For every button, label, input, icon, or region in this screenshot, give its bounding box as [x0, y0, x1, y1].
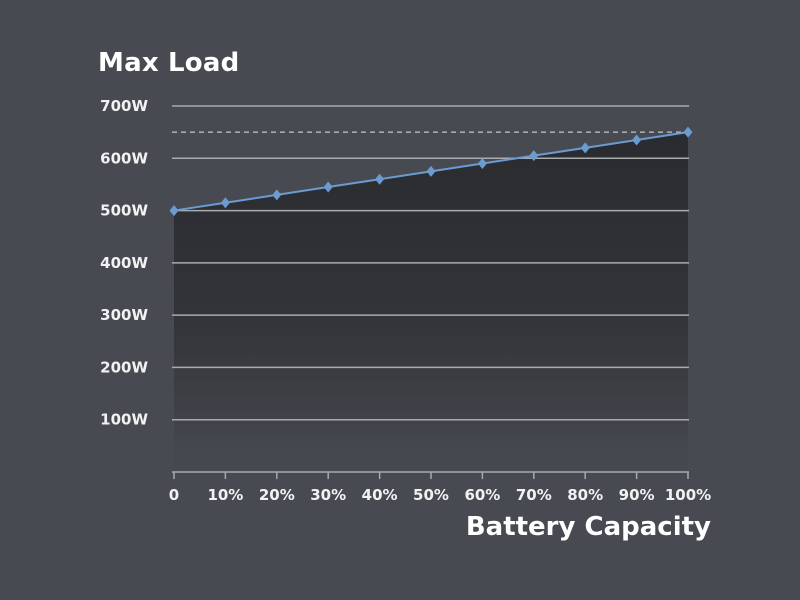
data-point-10 — [220, 197, 230, 209]
x-tick-label-0: 0 — [169, 486, 179, 504]
y-tick-label-400: 400W — [100, 254, 148, 272]
data-point-40 — [375, 173, 385, 185]
y-tick-label-700: 700W — [100, 97, 148, 115]
x-tick-label-40: 40% — [362, 486, 398, 504]
x-tick-label-70: 70% — [516, 486, 552, 504]
data-point-90 — [632, 134, 642, 146]
x-tick-label-90: 90% — [619, 486, 655, 504]
data-point-20 — [272, 189, 282, 201]
data-point-30 — [323, 181, 333, 193]
data-point-0 — [169, 205, 179, 217]
y-tick-label-200: 200W — [100, 358, 148, 376]
x-tick-label-50: 50% — [413, 486, 449, 504]
y-tick-label-600: 600W — [100, 149, 148, 167]
area-fill — [174, 132, 688, 472]
data-point-70 — [529, 150, 539, 162]
x-tick-label-100: 100% — [665, 486, 711, 504]
data-point-80 — [580, 142, 590, 154]
y-tick-label-500: 500W — [100, 202, 148, 220]
y-tick-label-300: 300W — [100, 306, 148, 324]
data-point-100 — [683, 126, 693, 138]
x-tick-label-30: 30% — [310, 486, 346, 504]
x-tick-label-80: 80% — [567, 486, 603, 504]
x-axis-label: Battery Capacity — [465, 512, 711, 542]
data-point-60 — [477, 158, 487, 170]
y-tick-label-100: 100W — [100, 411, 148, 429]
x-tick-label-20: 20% — [259, 486, 295, 504]
x-tick-label-10: 10% — [207, 486, 243, 504]
data-point-50 — [426, 165, 436, 177]
x-tick-label-60: 60% — [464, 486, 500, 504]
chart-title: Max Load — [98, 48, 240, 78]
